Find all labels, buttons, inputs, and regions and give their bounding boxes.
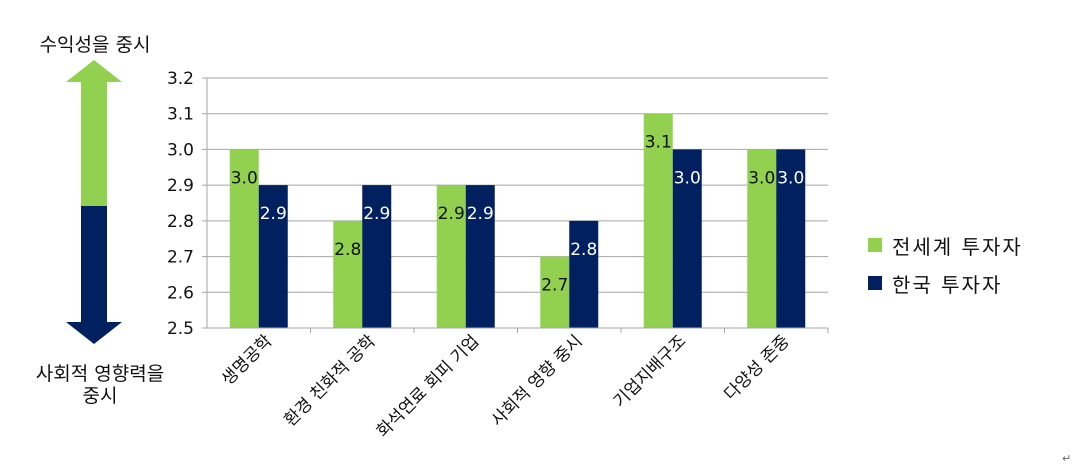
x-tick-label: 화석연료 회피 기업 — [373, 331, 483, 441]
data-label-series2: 2.8 — [570, 240, 597, 260]
legend-item-series2: 한국 투자자 — [868, 270, 1023, 297]
bar-series1 — [747, 149, 777, 328]
legend-label-series1: 전세계 투자자 — [892, 234, 1023, 259]
data-label-series1: 3.1 — [645, 133, 672, 153]
bar-series1 — [333, 220, 363, 328]
y-tick-label: 2.8 — [167, 212, 194, 232]
legend-label-series2: 한국 투자자 — [892, 272, 1003, 297]
legend-swatch-series1 — [868, 238, 882, 252]
x-tick-label: 사회적 영향 중시 — [488, 331, 587, 430]
data-label-series1: 2.8 — [334, 240, 361, 260]
up-arrow-icon — [66, 60, 122, 206]
bottom-axis-label: 사회적 영향력을 중시 — [10, 363, 190, 407]
legend-swatch-series2 — [868, 276, 882, 290]
x-tick-label: 기업지배구조 — [610, 331, 690, 411]
legend: 전세계 투자자 한국 투자자 — [868, 232, 1023, 308]
data-label-series1: 3.0 — [748, 168, 775, 188]
return-mark: ↵ — [1062, 452, 1072, 465]
down-arrow-icon — [66, 206, 122, 344]
bar-series1 — [229, 149, 259, 328]
y-tick-label: 2.7 — [167, 248, 194, 268]
x-tick-label: 생명공학 — [218, 331, 277, 390]
bottom-axis-label-line2: 중시 — [82, 385, 118, 407]
y-tick-label: 2.9 — [167, 176, 194, 196]
y-tick-label: 2.5 — [167, 319, 194, 339]
data-label-series2: 2.9 — [260, 204, 287, 224]
x-tick-label: 다양성 존중 — [721, 331, 794, 404]
data-label-series2: 2.9 — [363, 204, 390, 224]
bar-series2 — [672, 149, 702, 328]
y-tick-label: 3.1 — [167, 105, 194, 125]
top-axis-label: 수익성을 중시 — [39, 34, 151, 56]
bar-series2 — [569, 220, 599, 328]
bar-series2 — [776, 149, 806, 328]
x-tick-label: 환경 친화적 공학 — [281, 331, 380, 430]
y-tick-label: 2.6 — [167, 283, 194, 303]
bottom-axis-label-line1: 사회적 영향력을 — [35, 363, 165, 385]
bar-series2 — [258, 185, 288, 328]
bar-series2 — [362, 185, 392, 328]
data-label-series1: 2.9 — [438, 204, 465, 224]
data-label-series1: 3.0 — [231, 168, 258, 188]
bar-series1 — [436, 185, 466, 328]
data-label-series2: 3.0 — [674, 168, 701, 188]
bar-series1 — [643, 113, 673, 328]
bar-series1 — [540, 256, 570, 328]
data-label-series1: 2.7 — [541, 276, 568, 296]
data-label-series2: 2.9 — [467, 204, 494, 224]
y-tick-label: 3.2 — [167, 69, 194, 89]
y-tick-label: 3.0 — [167, 140, 194, 160]
legend-item-series1: 전세계 투자자 — [868, 232, 1023, 259]
data-label-series2: 3.0 — [777, 168, 804, 188]
bar-series2 — [465, 185, 495, 328]
